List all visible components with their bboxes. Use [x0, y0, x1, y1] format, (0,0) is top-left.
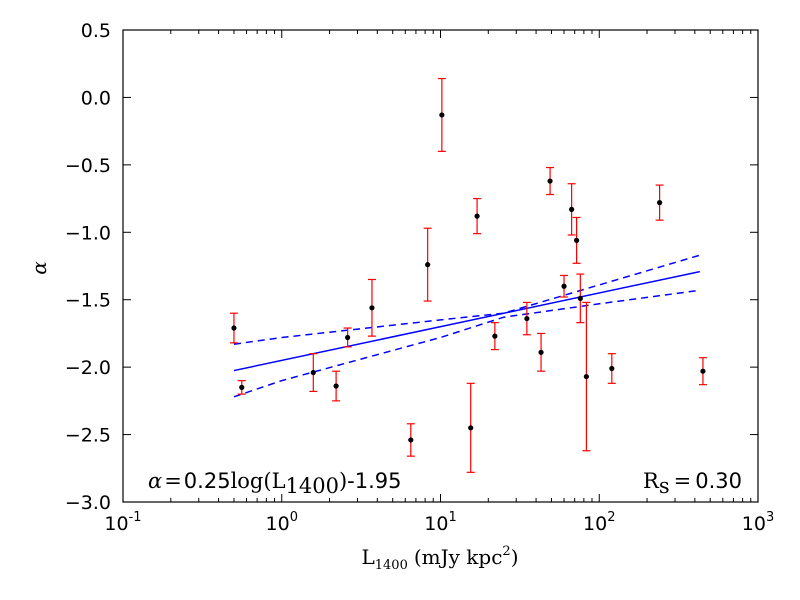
fit-equation-annotation: α=0.25log(L1400)-1.95 [148, 469, 402, 498]
data-point-18 [577, 295, 583, 301]
data-point-3 [333, 383, 339, 389]
fit-confidence-bounds [233, 254, 701, 398]
x-tick-labels: 10-1 100 101 102 103 [104, 510, 774, 535]
data-point-9 [468, 425, 474, 431]
fit-lower-bound [233, 289, 700, 398]
y-tick-label-5: −2.0 [65, 357, 111, 379]
x-axis-label-subscript: 1400 [375, 558, 408, 573]
data-point-8 [439, 112, 445, 118]
x-tick-label-4: 103 [742, 510, 774, 535]
x-tick-label-0: 10-1 [104, 510, 141, 535]
fit-line [233, 270, 700, 372]
y-axis-label: α [27, 261, 51, 275]
data-point-13 [538, 349, 544, 355]
x-tick-label-2: 101 [424, 510, 456, 535]
data-point-22 [700, 368, 706, 374]
spearman-annotation: Rs = 0.30 [643, 469, 742, 498]
data-point-0 [231, 325, 237, 331]
errorbar-layer [229, 77, 707, 473]
y-tick-label-1: 0.0 [81, 87, 111, 109]
y-tick-label-0: 0.5 [81, 20, 111, 42]
y-tick-label-2: −0.5 [65, 155, 111, 177]
data-point-11 [492, 333, 498, 339]
data-points-layer [231, 112, 706, 443]
data-point-12 [524, 315, 530, 322]
data-point-17 [574, 237, 580, 243]
data-point-21 [657, 200, 663, 206]
axis-ticks [122, 29, 759, 503]
x-tick-label-3: 102 [583, 510, 615, 535]
data-point-1 [239, 384, 245, 390]
y-tick-label-6: −2.5 [65, 425, 111, 447]
fit-line-layer [233, 270, 700, 372]
fit-upper-bound [233, 254, 701, 345]
data-point-14 [547, 178, 553, 184]
x-axis-label-superscript: 2 [502, 544, 510, 559]
data-point-10 [474, 213, 480, 219]
x-axis-label: L1400 (mJy kpc2) [361, 544, 518, 573]
data-point-6 [408, 437, 414, 443]
x-tick-label-1: 100 [266, 510, 298, 535]
data-point-7 [425, 262, 431, 268]
data-point-5 [369, 305, 375, 311]
y-tick-label-7: −3.0 [65, 492, 111, 514]
data-point-15 [561, 283, 567, 289]
data-point-4 [345, 334, 351, 341]
y-tick-label-3: −1.0 [65, 222, 111, 244]
data-point-20 [609, 365, 615, 372]
data-point-19 [583, 373, 590, 380]
y-tick-labels: 0.5 0.0 −0.5 −1.0 −1.5 −2.0 −2.5 −3.0 [65, 20, 111, 514]
data-point-16 [569, 206, 575, 212]
y-tick-label-4: −1.5 [65, 290, 111, 312]
data-point-2 [310, 369, 316, 376]
